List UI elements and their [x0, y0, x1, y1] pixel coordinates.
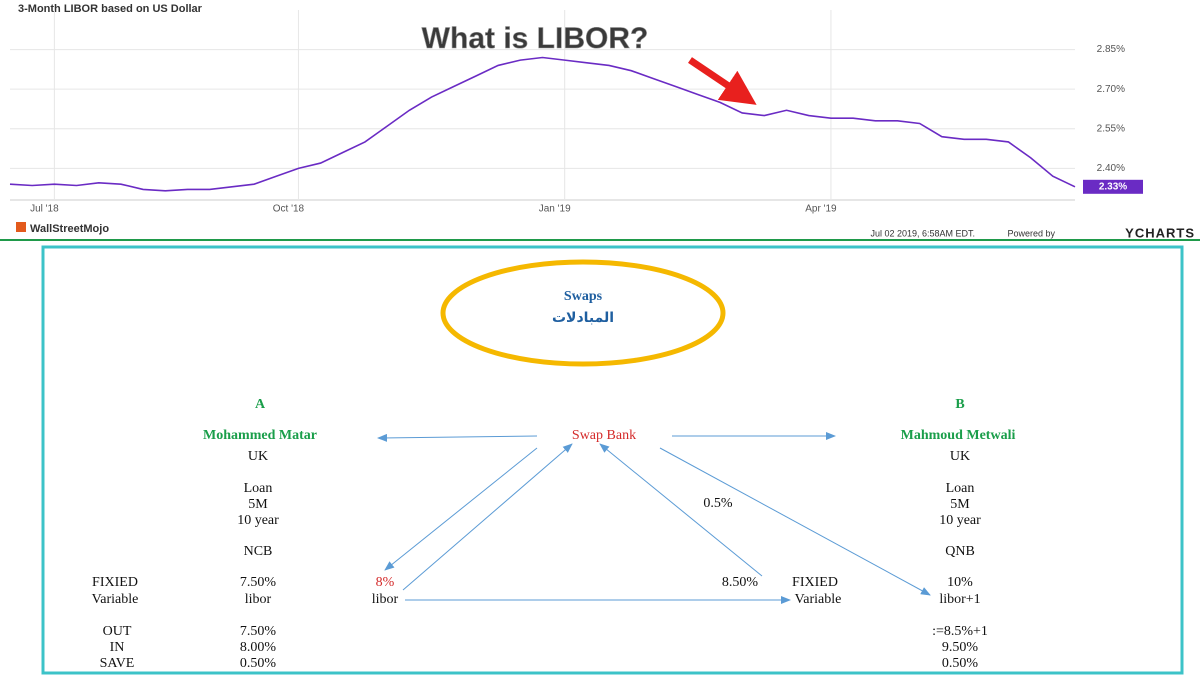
country: UK: [248, 449, 268, 464]
arrow: [384, 447, 538, 571]
label: OUT: [103, 624, 132, 639]
rate: 7.50%: [240, 624, 277, 639]
y-tick-label: 2.55%: [1097, 123, 1125, 134]
party-name: Mohammed Matar: [203, 428, 317, 443]
label: Variable: [795, 592, 842, 607]
rate: 0.50%: [942, 656, 979, 671]
diagram: Swaps المبادلات A B Mohammed Matar Swap …: [41, 245, 1184, 675]
bank: QNB: [945, 544, 975, 559]
x-tick-label: Oct '18: [273, 204, 305, 215]
brand: WallStreetMojo: [30, 223, 109, 235]
spread: 0.5%: [703, 496, 733, 511]
arrow: [377, 433, 538, 442]
loan-line: Loan: [244, 481, 273, 496]
y-tick-label: 2.85%: [1097, 44, 1125, 55]
label: FIXIED: [792, 575, 838, 590]
rate: 8%: [376, 575, 395, 590]
swap-bank: Swap Bank: [572, 428, 636, 443]
rate: libor+1: [939, 592, 980, 607]
series-line: [9, 56, 1076, 192]
annotation: What is LIBOR?: [422, 22, 649, 55]
x-tick-label: Jan '19: [539, 204, 571, 215]
red-arrow: [688, 57, 757, 105]
rate: 8.00%: [240, 640, 277, 655]
center-ellipse: [440, 259, 726, 367]
rate: 10%: [947, 575, 973, 590]
label: SAVE: [100, 656, 135, 671]
chart-background: [0, 0, 1200, 238]
party-name: Mahmoud Metwali: [901, 428, 1016, 443]
label: Variable: [92, 592, 139, 607]
loan-line: 10 year: [939, 513, 981, 528]
arrow: [659, 447, 931, 596]
y-tick-label: 2.70%: [1097, 84, 1125, 95]
rate: 9.50%: [942, 640, 979, 655]
powered-by: Powered by: [1007, 228, 1055, 238]
value-label-box: [1083, 179, 1143, 194]
rate: libor: [245, 592, 272, 607]
rate: 7.50%: [240, 575, 277, 590]
loan-line: 5M: [248, 497, 268, 512]
rate: libor: [372, 592, 399, 607]
x-tick-label: Apr '19: [805, 204, 837, 215]
diagram-frame: [41, 245, 1184, 675]
timestamp: Jul 02 2019, 6:58AM EDT.: [870, 228, 975, 238]
x-tick-label: Jul '18: [30, 204, 59, 215]
party-letter: A: [255, 397, 266, 412]
loan-line: 5M: [950, 497, 970, 512]
center-subtitle: المبادلات: [552, 310, 614, 326]
rate: 8.50%: [722, 575, 759, 590]
label: IN: [110, 640, 125, 655]
loan-line: 10 year: [237, 513, 279, 528]
chart-title: 3-Month LIBOR based on US Dollar: [18, 3, 203, 15]
arrow: [599, 443, 763, 577]
value-label: 2.33%: [1099, 181, 1127, 192]
bank: NCB: [244, 544, 273, 559]
center-title: Swaps: [564, 289, 603, 304]
plot: 2.40% 2.55% 2.70% 2.85% Jul '18 Oct '18 Jan '1…: [9, 10, 1143, 215]
loan-line: Loan: [946, 481, 975, 496]
arrow: [402, 443, 573, 591]
provider: YCHARTS: [1125, 225, 1195, 240]
y-tick-label: 2.40%: [1097, 163, 1125, 174]
rate: 0.50%: [240, 656, 277, 671]
brand-icon: [16, 222, 26, 232]
country: UK: [950, 449, 970, 464]
label: FIXIED: [92, 575, 138, 590]
rate: :=8.5%+1: [932, 624, 988, 639]
party-letter: B: [955, 397, 964, 412]
